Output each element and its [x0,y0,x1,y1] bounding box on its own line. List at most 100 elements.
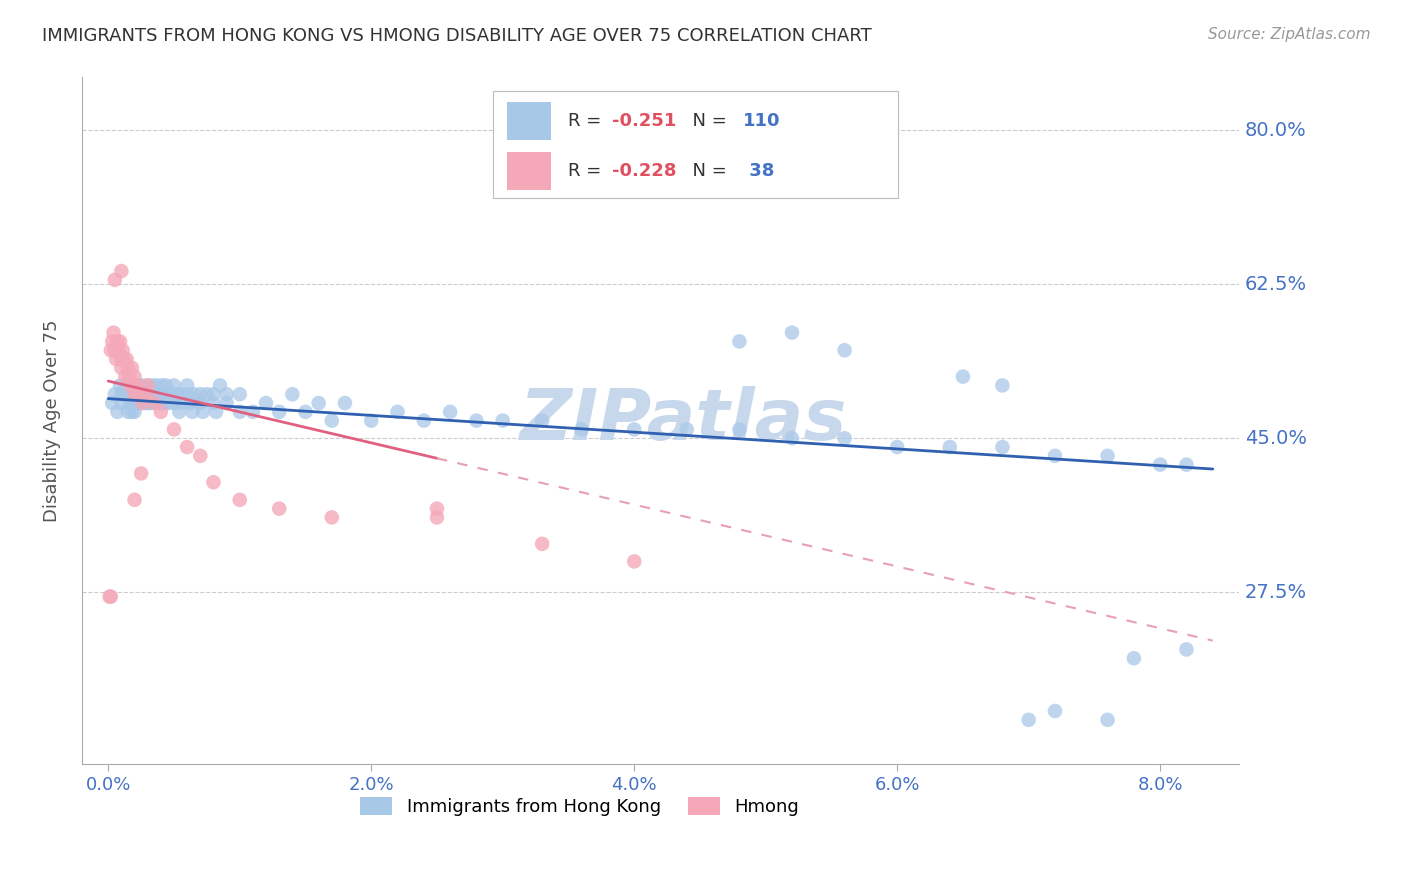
Point [1018,713,1040,727]
Point [101,334,124,349]
Text: IMMIGRANTS FROM HONG KONG VS HMONG DISABILITY AGE OVER 75 CORRELATION CHART: IMMIGRANTS FROM HONG KONG VS HMONG DISAB… [42,27,872,45]
Point [112,387,135,401]
Point [163,396,186,410]
Point [117,387,139,401]
Point [101,396,124,410]
Point [98,590,121,604]
Point [167,405,190,419]
Point [229,405,252,419]
Point [939,440,962,454]
Point [229,492,252,507]
Point [136,378,159,392]
Point [131,396,153,410]
Text: 27.5%: 27.5% [1244,582,1308,602]
Point [191,405,214,419]
Point [124,369,146,384]
Point [1097,713,1119,727]
Point [129,387,152,401]
Point [531,414,554,428]
Text: 80.0%: 80.0% [1244,120,1306,140]
Point [104,343,127,358]
Point [118,369,141,384]
Point [623,554,645,568]
Point [104,273,127,287]
Point [531,537,554,551]
Point [426,501,449,516]
Point [139,396,162,410]
Point [124,405,146,419]
Point [127,378,149,392]
Point [108,334,131,349]
Point [121,405,143,419]
Point [281,387,304,401]
Point [163,378,186,392]
Point [321,414,343,428]
Point [269,501,291,516]
Point [145,396,167,410]
Point [242,405,264,419]
Point [122,378,145,392]
Text: Source: ZipAtlas.com: Source: ZipAtlas.com [1208,27,1371,42]
Point [834,343,856,358]
Point [149,387,172,401]
Point [426,510,449,524]
Point [183,387,205,401]
Point [111,343,134,358]
Point [780,431,803,445]
Point [120,387,142,401]
Point [163,422,186,436]
Point [128,396,150,410]
Point [125,396,148,410]
Point [115,352,138,367]
Point [254,396,277,410]
Point [143,396,166,410]
Point [176,378,198,392]
Point [110,387,132,401]
Point [176,387,198,401]
Point [179,396,201,410]
Point [215,387,238,401]
Point [1097,449,1119,463]
Point [110,360,132,375]
Text: N =: N = [682,112,733,130]
Point [308,396,330,410]
Point [117,405,139,419]
Text: -0.228: -0.228 [612,162,676,180]
Point [136,396,159,410]
Point [991,440,1014,454]
Point [886,440,908,454]
Point [124,387,146,401]
Point [152,387,174,401]
Y-axis label: Disability Age Over 75: Disability Age Over 75 [44,319,60,522]
Point [1122,651,1144,665]
Point [128,378,150,392]
Point [108,378,131,392]
Point [136,387,159,401]
Point [170,396,193,410]
Point [991,378,1014,392]
Point [1175,458,1198,472]
Point [129,396,152,410]
Point [321,510,343,524]
Legend: Immigrants from Hong Kong, Hmong: Immigrants from Hong Kong, Hmong [353,789,807,823]
Text: R =: R = [568,112,607,130]
Point [127,378,149,392]
Text: N =: N = [682,162,733,180]
Point [387,405,409,419]
Point [1043,449,1066,463]
Point [176,440,198,454]
Point [110,264,132,278]
Point [1149,458,1171,472]
Point [155,378,177,392]
Point [136,387,159,401]
Point [128,387,150,401]
Point [623,422,645,436]
Text: 110: 110 [742,112,780,130]
Point [149,405,172,419]
Point [104,387,127,401]
Point [208,378,231,392]
Text: 45.0%: 45.0% [1244,429,1306,448]
Point [188,387,211,401]
Point [952,369,974,384]
FancyBboxPatch shape [506,152,551,190]
